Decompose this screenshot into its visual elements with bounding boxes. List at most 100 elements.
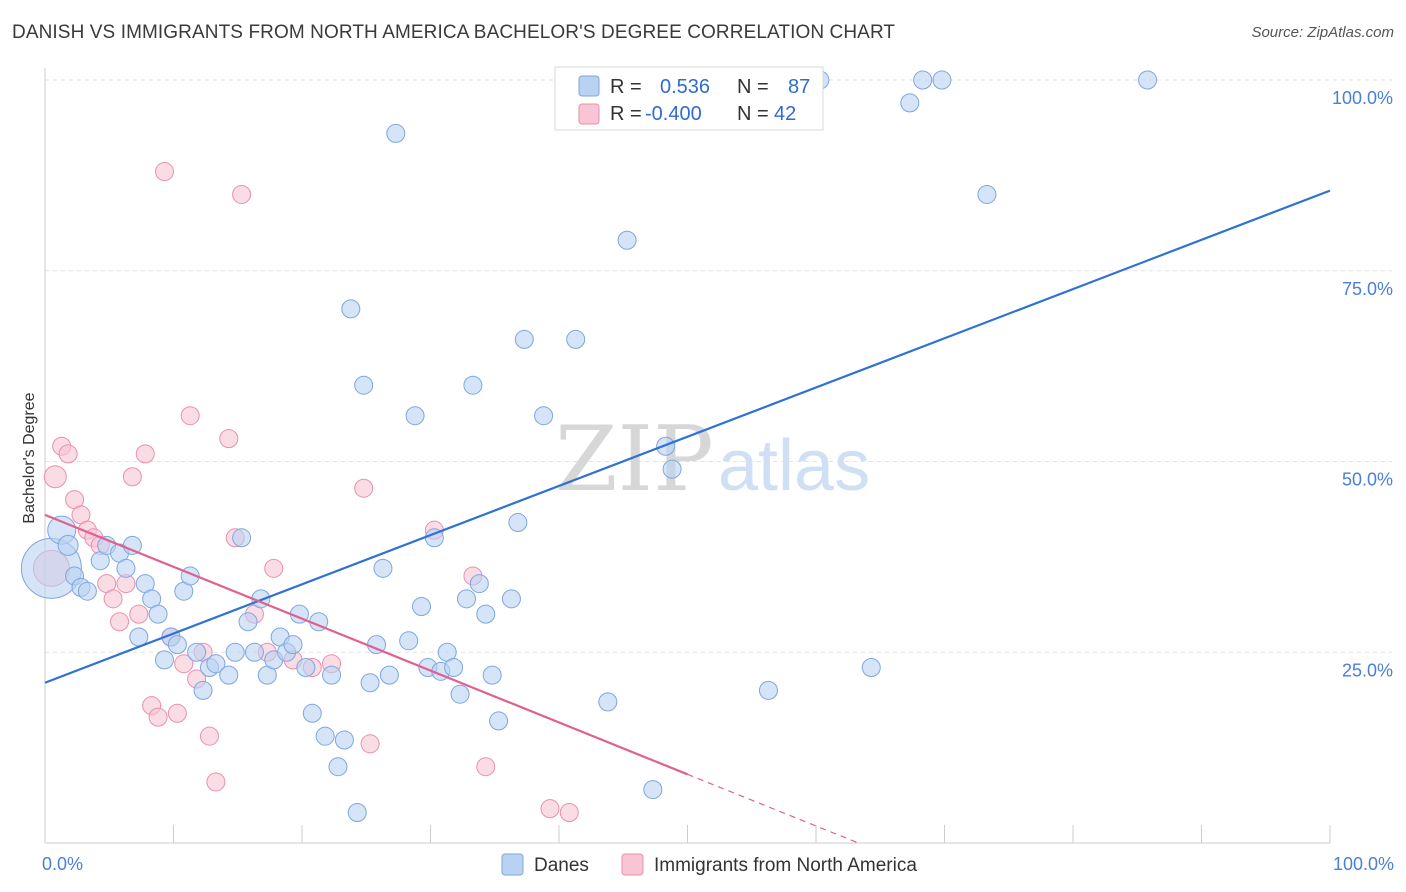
danes-point	[167, 635, 187, 655]
danes-point	[328, 757, 348, 777]
immigrants-point	[219, 429, 239, 449]
immigrants-point	[232, 184, 252, 204]
immigrants-point	[167, 703, 187, 723]
x-tick-max: 100.0%	[1333, 854, 1394, 874]
legend-imm-r-value: -0.400	[645, 103, 702, 125]
immigrants-point	[559, 802, 579, 822]
danes-point	[155, 650, 175, 670]
danes-point	[57, 534, 79, 556]
danes-point	[489, 711, 509, 731]
immigrants-point	[206, 772, 226, 792]
danes-point	[302, 703, 322, 723]
watermark-zip: ZIP	[555, 407, 714, 512]
danes-point	[566, 329, 586, 349]
legend-imm-n-label: N =	[737, 103, 769, 125]
immigrants-point	[155, 162, 175, 182]
axis-layer: 25.0% 50.0% 75.0% 100.0%	[44, 68, 1393, 844]
danes-point	[187, 642, 207, 662]
danes-point	[463, 375, 483, 395]
danes-point	[373, 558, 393, 578]
danes-point	[244, 642, 264, 662]
correlation-legend: R = 0.536 N = 87 R = -0.400 N = 42	[554, 66, 824, 131]
danes-point	[315, 726, 335, 746]
danes-point	[598, 692, 618, 712]
legend-imm-r-label: R =	[610, 103, 642, 125]
immigrants-point	[43, 465, 67, 489]
chart-title: DANISH VS IMMIGRANTS FROM NORTH AMERICA …	[12, 22, 896, 43]
danes-point	[501, 589, 521, 609]
legend-danes-n-value: 87	[788, 76, 810, 98]
danes-point	[900, 93, 920, 113]
grid-layer	[45, 79, 1392, 653]
danes-point	[643, 780, 663, 800]
danes-point	[354, 375, 374, 395]
immigrants-trend-extension	[687, 773, 859, 844]
immigrants-point	[180, 406, 200, 426]
x-tick-min: 0.0%	[42, 854, 83, 874]
danes-point	[450, 684, 470, 704]
legend-danes-r-label: R =	[610, 76, 642, 98]
source-credit: Source: ZipAtlas.com	[1251, 24, 1394, 41]
danes-points	[20, 70, 1158, 822]
danes-point	[1138, 70, 1158, 90]
legend-danes-r-value: 0.536	[660, 76, 710, 98]
danes-point	[238, 612, 258, 632]
danes-point	[932, 70, 952, 90]
danes-point	[296, 658, 316, 678]
legend-swatch-danes	[578, 75, 600, 97]
immigrants-point	[129, 604, 149, 624]
danes-point	[283, 635, 303, 655]
legend-danes-n-label: N =	[737, 76, 769, 98]
danes-point	[322, 665, 342, 685]
watermark-atlas: atlas	[718, 426, 870, 506]
danes-point	[379, 665, 399, 685]
danes-point	[469, 574, 489, 594]
y-tick-label: 100.0%	[1332, 88, 1393, 108]
immigrants-point	[199, 726, 219, 746]
bottom-legend-immigrants: Immigrants from North America	[654, 855, 917, 876]
danes-point	[225, 642, 245, 662]
bottom-legend-danes: Danes	[534, 855, 589, 876]
danes-point	[405, 406, 425, 426]
danes-point	[347, 802, 367, 822]
danes-point	[482, 665, 502, 685]
immigrants-point	[174, 654, 194, 674]
y-tick-label: 50.0%	[1342, 470, 1393, 490]
danes-point	[913, 70, 933, 90]
immigrants-point	[135, 444, 155, 464]
danes-point	[662, 459, 682, 479]
danes-point	[758, 680, 778, 700]
legend-box	[554, 66, 824, 131]
danes-point	[617, 230, 637, 250]
bottom-legend-swatch-immigrants	[621, 853, 644, 876]
immigrants-point	[476, 757, 496, 777]
danes-point	[116, 558, 136, 578]
danes-point	[341, 299, 361, 319]
immigrants-point	[58, 444, 78, 464]
danes-point	[77, 581, 97, 601]
danes-point	[148, 604, 168, 624]
danes-point	[386, 123, 406, 143]
immigrants-point	[264, 558, 284, 578]
immigrants-point	[354, 478, 374, 498]
y-tick-label: 25.0%	[1342, 660, 1393, 680]
danes-point	[534, 406, 554, 426]
danes-point	[232, 528, 252, 548]
danes-point	[412, 596, 432, 616]
legend-swatch-immigrants	[578, 103, 600, 125]
danes-point	[219, 665, 239, 685]
immigrants-point	[540, 799, 560, 819]
immigrants-trend-line	[44, 513, 688, 776]
danes-point	[334, 730, 354, 750]
immigrants-point	[122, 467, 142, 487]
danes-point	[193, 680, 213, 700]
immigrants-point	[148, 707, 168, 727]
danes-point	[861, 658, 881, 678]
danes-point	[399, 631, 419, 651]
immigrants-point	[103, 589, 123, 609]
danes-point	[206, 654, 226, 674]
watermark: ZIP atlas	[555, 407, 870, 512]
danes-point	[977, 184, 997, 204]
danes-point	[456, 589, 476, 609]
